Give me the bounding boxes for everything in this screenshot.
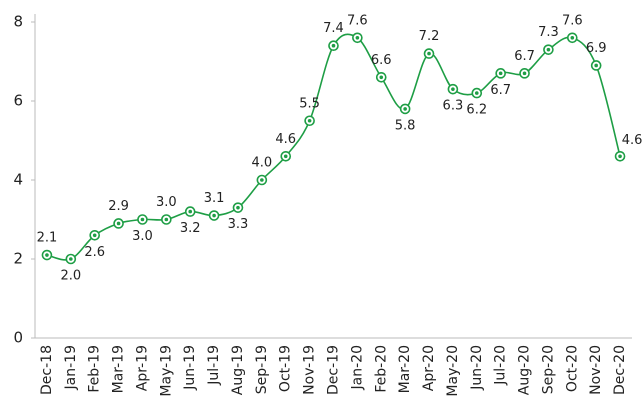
marker-dot <box>307 118 312 123</box>
marker-dot <box>474 91 479 95</box>
x-tick-label: Jun-20 <box>469 345 485 391</box>
marker-dot <box>116 221 121 226</box>
x-tick-label: Dec-18 <box>39 345 55 395</box>
marker-dot <box>403 107 407 111</box>
data-label: 7.4 <box>323 21 344 36</box>
x-tick-label: Apr-20 <box>421 345 437 391</box>
marker-dot <box>212 213 216 218</box>
x-tick-label: Mar-19 <box>111 345 127 393</box>
x-tick-label: Jan-20 <box>349 345 365 390</box>
x-tick-label: May-20 <box>445 345 461 397</box>
data-label: 3.3 <box>228 217 249 232</box>
x-tick-label: Nov-20 <box>588 345 604 395</box>
data-label: 6.7 <box>490 83 511 98</box>
data-label: 2.6 <box>84 245 105 260</box>
y-tick-label: 6 <box>13 92 23 110</box>
x-tick-label: Nov-19 <box>302 345 318 395</box>
marker-dot <box>594 63 598 68</box>
data-label: 3.2 <box>180 221 201 236</box>
x-tick-label: Aug-19 <box>230 345 246 395</box>
data-label: 4.0 <box>252 156 273 171</box>
marker-dot <box>92 233 97 238</box>
x-tick-label: Feb-19 <box>87 345 103 393</box>
data-label: 3.0 <box>156 195 177 210</box>
data-label: 7.6 <box>562 13 583 28</box>
marker-dot <box>427 51 431 56</box>
data-label: 6.7 <box>514 49 535 64</box>
y-tick-label: 0 <box>13 329 23 347</box>
marker-dot <box>69 257 73 261</box>
marker-dot <box>379 75 384 80</box>
data-label: 2.0 <box>60 269 81 284</box>
marker-dot <box>283 154 288 159</box>
marker-dot <box>546 47 551 52</box>
x-tick-label: Aug-20 <box>517 345 533 395</box>
data-label: 6.6 <box>371 53 392 68</box>
x-tick-label: Mar-20 <box>397 345 413 393</box>
y-tick-label: 8 <box>13 13 23 31</box>
data-label: 7.6 <box>347 13 368 28</box>
y-tick-label: 4 <box>13 171 23 189</box>
data-label: 5.8 <box>395 118 416 133</box>
line <box>46 33 621 261</box>
marker-dot <box>45 253 49 257</box>
x-tick-label: Jun-19 <box>182 345 198 391</box>
marker-dot <box>355 36 360 40</box>
data-label: 6.2 <box>466 103 487 118</box>
y-tick-label: 2 <box>13 250 23 268</box>
x-tick-label: Jul-20 <box>493 345 509 386</box>
marker-dot <box>451 87 455 91</box>
marker-dot <box>522 71 527 76</box>
x-tick-label: Oct-19 <box>278 345 294 392</box>
x-tick-label: Jul-19 <box>206 345 222 386</box>
x-tick-label: Dec-20 <box>612 345 628 395</box>
marker-dot <box>140 217 145 222</box>
data-label: 5.5 <box>299 96 320 111</box>
marker-dot <box>618 154 622 159</box>
marker-dot <box>331 43 336 48</box>
x-tick-label: Sep-20 <box>540 345 556 394</box>
marker-dot <box>164 217 169 222</box>
data-label: 6.9 <box>586 41 607 56</box>
data-label: 2.9 <box>108 199 129 214</box>
data-label: 4.6 <box>622 133 643 148</box>
data-label: 6.3 <box>443 99 464 114</box>
x-tick-label: Dec-19 <box>326 345 342 395</box>
marker-dot <box>260 178 264 182</box>
data-label: 3.1 <box>204 191 225 206</box>
marker-dot <box>498 71 503 76</box>
x-tick-label: Jan-19 <box>63 345 79 390</box>
data-label: 7.3 <box>538 25 559 40</box>
marker-dot <box>570 36 575 40</box>
data-label: 4.6 <box>275 132 296 147</box>
x-tick-label: Sep-19 <box>254 345 270 394</box>
data-label: 2.1 <box>37 231 58 246</box>
x-tick-label: May-19 <box>158 345 174 397</box>
data-label: 7.2 <box>419 29 440 44</box>
x-tick-label: Feb-20 <box>373 345 389 393</box>
marker-dot <box>188 209 193 214</box>
x-tick-label: Apr-19 <box>134 345 150 391</box>
marker-dot <box>236 205 240 210</box>
data-label: 3.0 <box>132 229 153 244</box>
x-tick-label: Oct-20 <box>564 345 580 392</box>
